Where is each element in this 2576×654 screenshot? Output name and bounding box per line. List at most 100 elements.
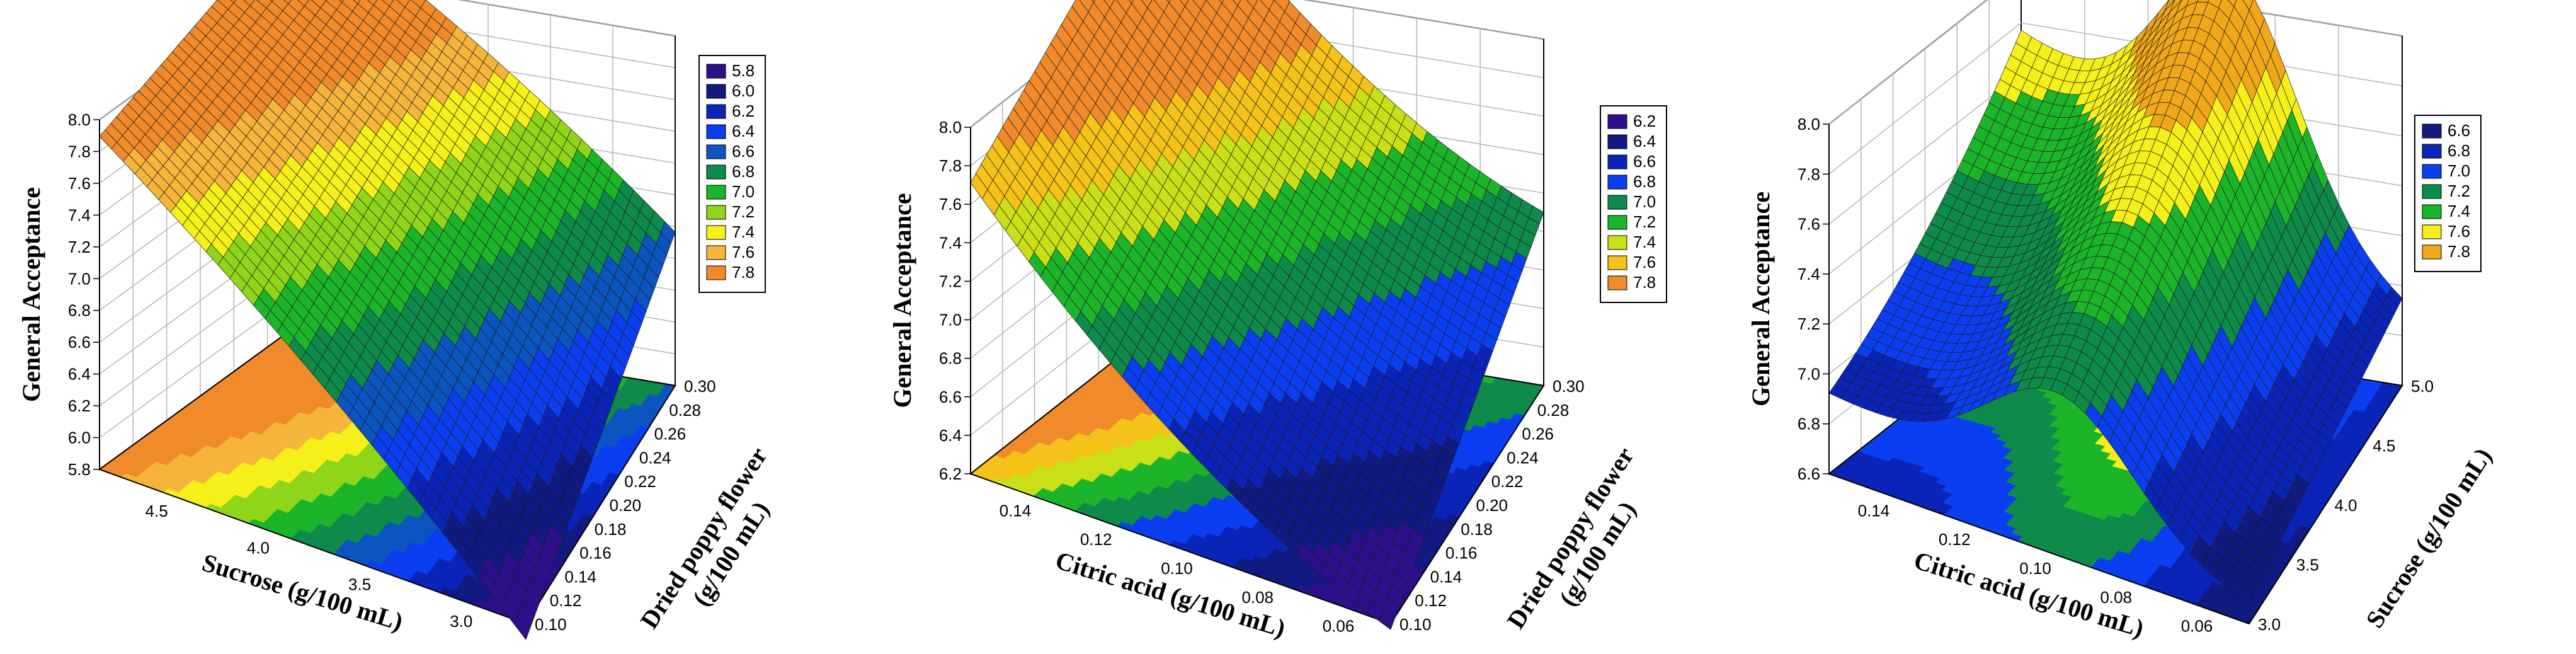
y-tick-label: 0.18 bbox=[595, 520, 627, 539]
z-tick-label: 7.4 bbox=[939, 233, 962, 252]
z-tick-label: 7.0 bbox=[1798, 364, 1820, 383]
legend-swatch bbox=[2422, 184, 2442, 199]
legend-label: 7.2 bbox=[732, 202, 755, 221]
legend-label: 6.0 bbox=[732, 81, 755, 100]
x-tick-label: 3.5 bbox=[348, 575, 371, 594]
y-tick-label: 4.5 bbox=[2373, 437, 2395, 456]
legend-swatch bbox=[1607, 134, 1627, 149]
x-tick-label: 3.0 bbox=[450, 612, 472, 631]
legend-swatch bbox=[1607, 255, 1627, 270]
y-tick-label: 0.16 bbox=[1445, 544, 1478, 563]
legend-swatch bbox=[2422, 164, 2442, 179]
z-axis-label: General Acceptance bbox=[17, 187, 45, 402]
z-tick-label: 6.4 bbox=[68, 365, 91, 384]
y-tick-label: 0.10 bbox=[535, 615, 567, 634]
legend: 6.2 6.46.66.87.07.27.4 7.67.8 bbox=[1600, 105, 1667, 303]
legend-label: 7.8 bbox=[732, 263, 755, 282]
z-tick-label: 8.0 bbox=[939, 118, 962, 137]
y-tick-label: 0.30 bbox=[684, 377, 716, 396]
x-tick-label: 0.06 bbox=[2181, 617, 2213, 636]
z-axis-label: General Acceptance bbox=[888, 193, 916, 408]
z-axis-label: General Acceptance bbox=[1747, 192, 1775, 406]
legend-label: 6.2 bbox=[1633, 112, 1656, 130]
z-tick-label: 6.8 bbox=[68, 301, 91, 320]
x-tick-label: 0.08 bbox=[2100, 588, 2132, 607]
legend-swatch bbox=[2422, 204, 2442, 219]
y-tick-label: 0.28 bbox=[669, 401, 701, 420]
y-tick-label: 0.24 bbox=[639, 448, 671, 467]
legend-swatch bbox=[2422, 144, 2442, 159]
z-tick-label: 6.2 bbox=[68, 396, 91, 415]
legend-label: 7.6 bbox=[732, 243, 755, 261]
legend-swatch bbox=[1607, 235, 1627, 250]
legend-label: 7.0 bbox=[2448, 161, 2470, 180]
legend-label: 6.4 bbox=[732, 122, 755, 141]
y-tick-label: 3.0 bbox=[2258, 615, 2281, 634]
legend-label: 7.8 bbox=[2448, 242, 2470, 261]
legend-label: 6.2 bbox=[732, 101, 755, 120]
legend-swatch bbox=[2422, 123, 2442, 139]
x-tick-label: 0.12 bbox=[1939, 530, 1971, 549]
z-tick-label: 7.8 bbox=[939, 156, 962, 175]
legend-swatch bbox=[1607, 154, 1627, 169]
legend-swatch bbox=[706, 84, 726, 99]
legend-label: 7.2 bbox=[2448, 181, 2470, 200]
legend-swatch bbox=[1607, 215, 1627, 230]
z-tick-label: 6.4 bbox=[939, 426, 962, 445]
y-tick-label: 0.22 bbox=[1491, 472, 1524, 491]
y-tick-label: 0.24 bbox=[1507, 448, 1539, 467]
legend-swatch bbox=[1607, 175, 1627, 190]
y-tick-label: 0.12 bbox=[1415, 591, 1447, 610]
legend-label: 6.6 bbox=[732, 142, 755, 161]
y-tick-label: 0.14 bbox=[564, 567, 596, 586]
z-tick-label: 6.6 bbox=[939, 387, 962, 406]
legend-label: 5.8 bbox=[732, 61, 755, 80]
z-tick-label: 7.4 bbox=[1798, 265, 1820, 284]
y-tick-label: 0.22 bbox=[624, 472, 656, 491]
x-tick-label: 0.06 bbox=[1323, 617, 1355, 636]
z-tick-label: 8.0 bbox=[68, 110, 91, 129]
z-tick-label: 7.8 bbox=[68, 142, 91, 161]
z-tick-label: 6.6 bbox=[1798, 464, 1820, 483]
y-tick-label: 0.18 bbox=[1461, 520, 1493, 539]
legend-label: 7.4 bbox=[1633, 232, 1656, 251]
y-tick-label: 0.30 bbox=[1553, 377, 1585, 396]
chart-svg-3: 6.66.87.07.27.47.67.88.00.140.120.100.08… bbox=[1747, 0, 2497, 643]
x-tick-label: 0.10 bbox=[2019, 559, 2051, 578]
legend-swatch bbox=[1607, 114, 1627, 129]
chart-svg-1: 5.86.06.26.46.66.87.07.27.47.67.88.04.54… bbox=[17, 0, 775, 640]
legend-swatch bbox=[706, 185, 726, 200]
legend-swatch bbox=[1607, 275, 1627, 290]
response-surface bbox=[970, 0, 1544, 630]
z-tick-label: 7.6 bbox=[68, 174, 91, 193]
z-tick-label: 6.0 bbox=[68, 428, 91, 447]
legend-swatch bbox=[706, 245, 726, 260]
legend-swatch bbox=[706, 164, 726, 180]
surface-chart-2: 6.2 6.4 6.6 6.8 7.0 7.2 7.4 7.6 7.8 8.0 0.14 0.12 0.… bbox=[858, 0, 1717, 654]
y-axis-label: Sucrose (g/100 mL) bbox=[2360, 443, 2497, 633]
x-tick-label: 0.14 bbox=[1000, 501, 1032, 520]
legend-swatch bbox=[706, 265, 726, 280]
y-tick-label: 0.28 bbox=[1537, 401, 1570, 420]
x-tick-label: 0.10 bbox=[1161, 559, 1193, 578]
legend-label: 7.8 bbox=[1633, 273, 1656, 292]
y-tick-label: 0.20 bbox=[610, 496, 642, 515]
legend-swatch bbox=[706, 104, 726, 119]
legend-swatch bbox=[1607, 195, 1627, 210]
legend-swatch bbox=[2422, 244, 2442, 260]
y-tick-label: 5.0 bbox=[2411, 377, 2434, 396]
z-tick-label: 7.4 bbox=[68, 205, 91, 224]
y-tick-label: 0.26 bbox=[1522, 425, 1554, 444]
x-tick-label: 0.14 bbox=[1858, 501, 1890, 520]
surface-chart-1: 5.8 6.0 6.2 6.4 6.6 6.8 7.0 7.2 7.4 7.6 7.8 8.0 4.5 4… bbox=[0, 0, 858, 654]
legend-label: 6.4 bbox=[1633, 132, 1656, 151]
response-surface bbox=[99, 0, 676, 640]
z-tick-label: 7.2 bbox=[1798, 314, 1820, 333]
legend-swatch bbox=[706, 64, 726, 79]
response-surface bbox=[1828, 0, 2403, 603]
legend-swatch bbox=[2422, 224, 2442, 239]
legend-swatch bbox=[706, 124, 726, 139]
z-tick-label: 7.0 bbox=[68, 269, 91, 288]
y-tick-label: 0.10 bbox=[1399, 615, 1432, 634]
z-tick-label: 7.8 bbox=[1798, 164, 1820, 183]
